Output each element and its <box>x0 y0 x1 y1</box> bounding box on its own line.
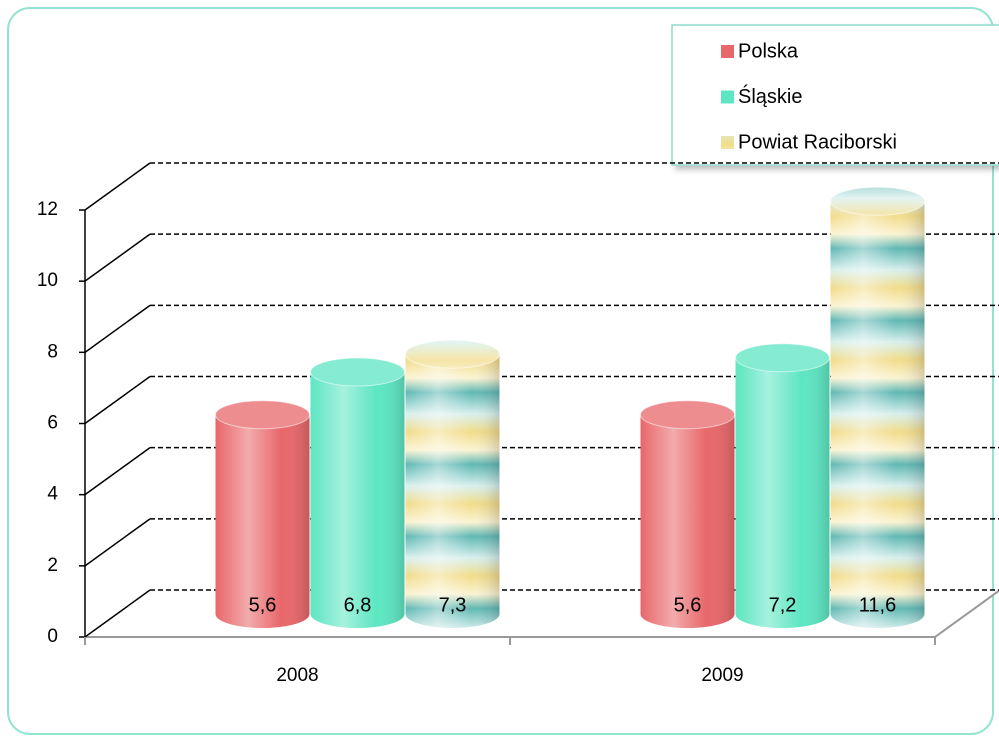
x-tick-label: 2008 <box>276 665 318 686</box>
cylinder-top <box>735 343 830 373</box>
tick-mark <box>84 304 151 353</box>
value-label: 11,6 <box>859 594 896 616</box>
cylinder-top <box>640 400 735 430</box>
tick-mark <box>84 162 151 211</box>
cylinder-top <box>830 186 925 216</box>
tick-mark <box>84 375 151 425</box>
cylinder-top <box>405 339 500 369</box>
legend-label: Śląskie <box>738 84 802 108</box>
cylinder-top-shade <box>830 187 925 216</box>
cylinder-top-shade <box>405 340 500 369</box>
value-label: 6,8 <box>344 594 372 616</box>
legend-swatch <box>721 90 734 104</box>
value-label: 5,6 <box>674 594 702 616</box>
tick-mark <box>84 447 151 496</box>
value-label: 7,2 <box>769 594 797 616</box>
tick-mark <box>84 589 151 638</box>
cylinder-shade <box>830 201 925 628</box>
legend-swatch <box>721 136 734 149</box>
cylinder-shade <box>405 354 500 628</box>
cylinder-top-shade <box>640 400 735 429</box>
y-tick-label: 2 <box>47 555 58 576</box>
cylinder-shade <box>215 414 310 628</box>
cylinder-top-shade <box>310 358 405 387</box>
y-tick-label: 0 <box>47 626 58 647</box>
value-label: 5,6 <box>249 594 277 616</box>
y-tick-label: 4 <box>47 484 58 505</box>
legend-label: Powiat Raciborski <box>738 131 897 153</box>
tick-mark <box>84 233 151 282</box>
y-tick-label: 10 <box>37 270 58 291</box>
y-tick-label: 8 <box>47 341 58 362</box>
tick-mark <box>84 518 151 567</box>
x-tick-label: 2009 <box>701 665 743 686</box>
cylinder-top <box>310 357 405 387</box>
cylinder-top-shade <box>215 400 310 429</box>
legend-swatch <box>721 45 734 58</box>
cylinder-shade <box>735 357 830 628</box>
legend: Polska Śląskie Powiat Raciborski <box>671 24 999 166</box>
y-tick-label: 12 <box>37 199 58 220</box>
cylinder-top <box>215 400 310 430</box>
legend-label: Polska <box>738 40 799 62</box>
cylinder-shade <box>640 414 735 628</box>
y-tick-label: 6 <box>47 413 58 434</box>
value-label: 7,3 <box>439 594 467 616</box>
cylinder-shade <box>310 372 405 628</box>
cylinder-top-shade <box>735 343 830 372</box>
axis <box>934 589 999 638</box>
